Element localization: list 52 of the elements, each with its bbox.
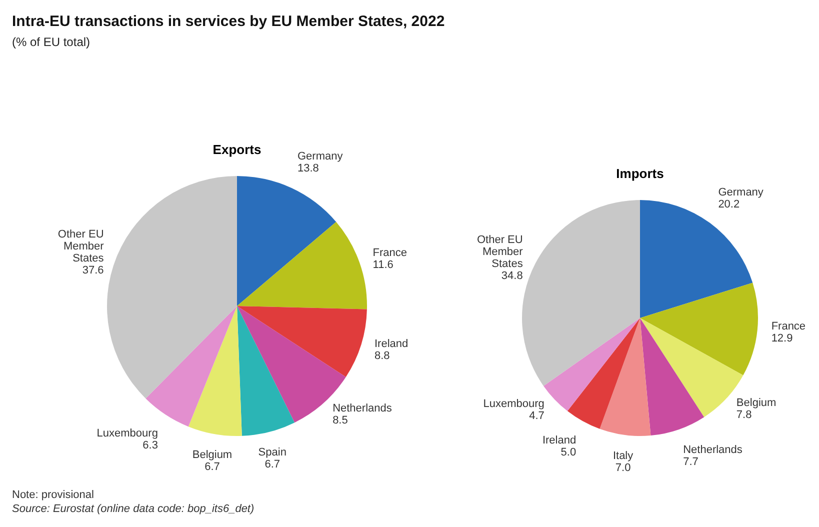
pie-slice (522, 200, 640, 386)
data-label: 6.3 (142, 439, 158, 452)
data-label: 34.8 (501, 270, 523, 282)
pie-slice (640, 318, 704, 436)
data-label: 11.6 (372, 259, 394, 272)
pie-slice (640, 200, 753, 318)
text: Imports (616, 166, 664, 181)
data-label: 7.8 (736, 409, 752, 422)
data-label: 12.9 (771, 332, 793, 344)
data-label: 6.7 (264, 458, 280, 471)
slice-label: Other EU Member States (476, 234, 524, 270)
data-label: 8.5 (332, 414, 348, 427)
data-label: 37.6 (82, 264, 104, 276)
data-label: 7.7 (683, 456, 698, 468)
data-label: 13.8 (297, 162, 319, 174)
slice-label: Spain (258, 446, 286, 459)
pie-slice (188, 306, 242, 436)
data-label: 6.7 (204, 460, 220, 473)
slice-label: Ireland (542, 434, 576, 447)
text: Exports (212, 142, 262, 157)
slice-label: France (372, 247, 408, 260)
pie-slice (640, 282, 758, 376)
data-label: 4.7 (529, 410, 544, 422)
slice-label: Luxembourg (483, 398, 544, 410)
pie-slice (146, 306, 237, 427)
slice-label: France (771, 320, 806, 332)
text: Note: provisional (12, 489, 94, 501)
pie-slice (107, 176, 237, 398)
pie-slice (600, 318, 651, 436)
chart-title: Intra-EU transactions in services by EU Member States, 2022 (12, 13, 445, 30)
pie-slice (544, 318, 640, 412)
slice-label: Ireland (374, 338, 408, 350)
slice-label: Germany (718, 186, 764, 199)
slice-label: Belgium (736, 397, 776, 410)
slice-label: Netherlands (332, 402, 392, 415)
source-note: Source: Eurostat (online data code: bop_its6_det) (12, 503, 254, 515)
pie-slice (237, 176, 336, 306)
pie-slice (237, 306, 295, 436)
pie-slice (237, 306, 367, 378)
chart-subtitle: (% of EU total) (12, 35, 90, 49)
slice-label: Other EU Member States (58, 228, 104, 264)
data-label: 5.0 (560, 446, 576, 459)
slice-label: Luxembourg (96, 427, 158, 440)
slice-label: Netherlands (683, 444, 743, 456)
data-label: 7.0 (615, 462, 631, 474)
pie-slice (567, 318, 640, 429)
slice-label: Belgium (192, 448, 232, 461)
data-label: 8.8 (374, 350, 390, 362)
data-label: 20.2 (718, 198, 740, 211)
slice-label: Germany (297, 150, 344, 162)
slice-label: Italy (612, 450, 634, 462)
pie-slice (237, 222, 367, 310)
